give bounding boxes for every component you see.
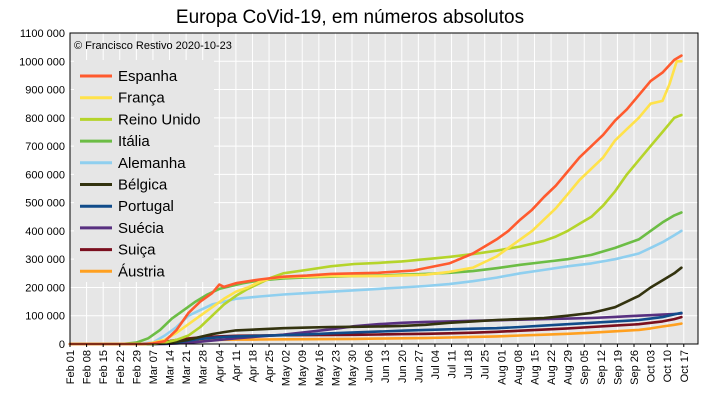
legend-label: Portugal bbox=[118, 198, 174, 215]
x-tick-label: Apr 11 bbox=[231, 350, 243, 382]
series-layer bbox=[68, 54, 683, 346]
x-tick-label: Feb 29 bbox=[131, 350, 143, 384]
series-line bbox=[68, 312, 683, 346]
series-line bbox=[68, 315, 683, 346]
y-tick-label: 400 000 bbox=[25, 226, 65, 238]
plot-border bbox=[69, 32, 699, 345]
x-tick-label: Sep 12 bbox=[596, 350, 608, 385]
x-tick-label: May 02 bbox=[281, 350, 293, 386]
y-tick-label: 300 000 bbox=[25, 254, 65, 266]
x-tick-label: Oct 10 bbox=[662, 350, 674, 382]
x-tick-label: Mar 14 bbox=[165, 350, 177, 384]
axis-layer: 0 100 000 200 000 300 000 400 000 500 000 600 … bbox=[19, 28, 699, 386]
x-tick-label: Aug 29 bbox=[563, 350, 575, 385]
x-tick-label: Aug 08 bbox=[513, 350, 525, 385]
series-line bbox=[68, 113, 683, 346]
y-tick-label: 800 000 bbox=[25, 113, 65, 125]
x-tick-label: Feb 01 bbox=[65, 350, 77, 384]
x-tick-label: Aug 01 bbox=[496, 350, 508, 385]
y-tick-label: 700 000 bbox=[25, 141, 65, 153]
x-tick-label: Mar 07 bbox=[148, 350, 160, 384]
x-tick-label: Feb 08 bbox=[82, 350, 94, 384]
x-tick-label: Jun 06 bbox=[364, 350, 376, 383]
x-tick-label: Oct 17 bbox=[679, 350, 691, 382]
series-line bbox=[68, 266, 683, 346]
chart-annotation: © Francisco Restivo 2020-10-23 bbox=[74, 40, 232, 52]
x-tick-label: Apr 04 bbox=[214, 350, 226, 382]
x-tick-label: Jul 18 bbox=[463, 350, 475, 379]
x-tick-label: Mar 21 bbox=[181, 350, 193, 384]
x-tick-label: Sep 05 bbox=[579, 350, 591, 385]
y-tick-label: 1000 000 bbox=[19, 56, 65, 68]
x-tick-label: Aug 22 bbox=[546, 350, 558, 385]
y-tick-label: 100 000 bbox=[25, 311, 65, 323]
y-tick-label: 200 000 bbox=[25, 282, 65, 294]
y-tick-label: 600 000 bbox=[25, 169, 65, 181]
x-tick-label: Aug 15 bbox=[529, 350, 541, 385]
x-tick-label: Apr 18 bbox=[247, 350, 259, 382]
x-tick-label: May 30 bbox=[347, 350, 359, 386]
legend-label: Alemanha bbox=[118, 155, 186, 172]
y-tick-label: 900 000 bbox=[25, 85, 65, 97]
legend-label: Bélgica bbox=[118, 177, 168, 194]
x-tick-label: May 23 bbox=[330, 350, 342, 386]
x-tick-label: Feb 22 bbox=[115, 350, 127, 384]
x-tick-label: May 16 bbox=[314, 350, 326, 386]
x-tick-label: Mar 28 bbox=[198, 350, 210, 384]
x-tick-label: Jul 11 bbox=[447, 350, 459, 379]
x-tick-label: Sep 26 bbox=[629, 350, 641, 385]
x-tick-label: Sep 19 bbox=[612, 350, 624, 385]
x-tick-label: May 09 bbox=[297, 350, 309, 386]
chart-title: Europa CoVid-19, em números absolutos bbox=[176, 7, 524, 28]
series-line bbox=[68, 229, 683, 346]
x-tick-label: Jun 27 bbox=[413, 350, 425, 383]
y-tick-label: 0 bbox=[59, 339, 65, 351]
legend-label: Reino Unido bbox=[118, 111, 201, 128]
x-tick-label: Feb 15 bbox=[98, 350, 110, 384]
legend: Espanha França Reino Unido Itália Alemanha Bé… bbox=[74, 60, 214, 282]
x-tick-label: Apr 25 bbox=[264, 350, 276, 382]
series-line bbox=[68, 54, 683, 346]
legend-label: Áustria bbox=[118, 263, 165, 280]
series-line bbox=[68, 60, 683, 346]
legend-label: França bbox=[118, 90, 165, 107]
legend-label: Espanha bbox=[118, 68, 178, 85]
x-tick-label: Jun 13 bbox=[380, 350, 392, 383]
x-tick-label: Jul 04 bbox=[430, 350, 442, 379]
legend-label: Suiça bbox=[118, 242, 156, 259]
y-tick-label: 1100 000 bbox=[20, 28, 65, 40]
x-tick-label: Jun 20 bbox=[397, 350, 409, 383]
legend-label: Suécia bbox=[118, 220, 165, 237]
legend-label: Itália bbox=[118, 133, 150, 150]
series-line bbox=[68, 311, 683, 346]
x-tick-label: Jul 25 bbox=[480, 350, 492, 379]
x-tick-label: Oct 03 bbox=[646, 350, 658, 382]
y-tick-label: 500 000 bbox=[25, 198, 65, 210]
